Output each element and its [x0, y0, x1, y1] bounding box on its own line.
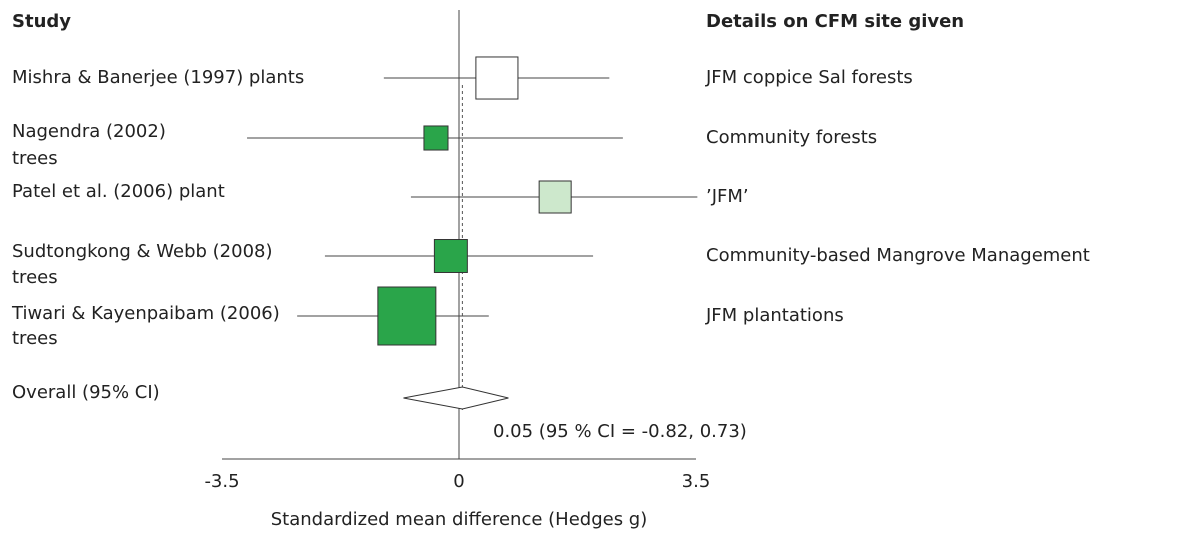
x-axis-label: Standardized mean difference (Hedges g) [271, 509, 648, 530]
overall-label: 0.05 (95 % CI = -0.82, 0.73) [493, 421, 747, 442]
overall-diamond [403, 386, 509, 410]
effect-box [475, 56, 519, 100]
x-tick-label: -3.5 [204, 471, 239, 492]
details-header: Details on CFM site given [706, 11, 964, 32]
study-label: Mishra & Banerjee (1997) plants [12, 67, 304, 88]
study-detail: Community forests [706, 127, 877, 148]
overall-name: Overall (95% CI) [12, 382, 160, 403]
study-label: Tiwari & Kayenpaibam (2006) [11, 303, 280, 324]
study-label: trees [12, 328, 58, 349]
x-tick-label: 0 [453, 471, 464, 492]
study-label: Patel et al. (2006) plant [12, 181, 225, 202]
study-label: Sudtongkong & Webb (2008) [12, 241, 273, 262]
study-label: Nagendra (2002) [12, 121, 166, 142]
effect-box [423, 125, 449, 151]
x-tick-label: 3.5 [682, 471, 711, 492]
study-label: trees [12, 267, 58, 288]
study-detail: Community-based Mangrove Management [706, 245, 1090, 266]
effect-box [433, 239, 468, 273]
study-header: Study [12, 11, 71, 32]
study-detail: ’JFM’ [706, 186, 749, 207]
study-detail: JFM plantations [705, 305, 844, 326]
study-detail: JFM coppice Sal forests [705, 67, 913, 88]
study-label: trees [12, 148, 58, 169]
effect-box [377, 286, 437, 346]
effect-box [538, 180, 572, 214]
